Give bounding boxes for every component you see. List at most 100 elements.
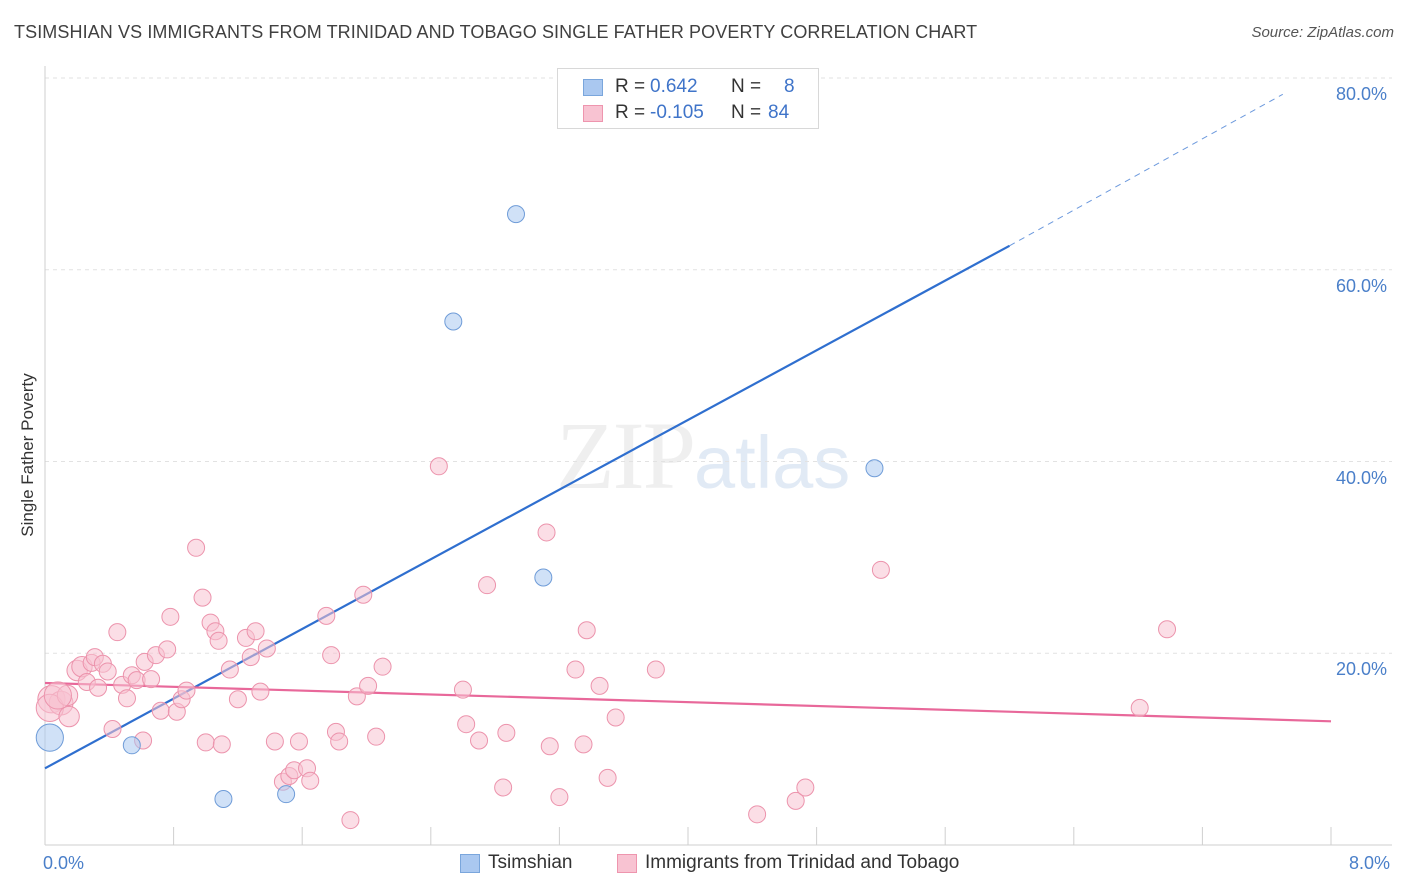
legend-label: Immigrants from Trinidad and Tobago — [645, 852, 960, 873]
data-point-trinidad — [289, 732, 308, 751]
data-point-trinidad — [117, 689, 136, 708]
data-point-trinidad — [220, 660, 239, 679]
data-point-trinidad — [453, 680, 472, 699]
data-point-trinidad — [228, 690, 247, 709]
y-tick-label: 60.0% — [1336, 275, 1388, 296]
data-point-trinidad — [177, 681, 196, 700]
data-point-trinidad — [748, 805, 767, 824]
data-point-trinidad — [108, 623, 127, 642]
data-point-trinidad — [373, 657, 392, 676]
y-tick-label: 40.0% — [1336, 467, 1388, 488]
data-point-tsimshian — [122, 736, 141, 755]
data-point-trinidad — [257, 639, 276, 658]
data-point-trinidad — [330, 732, 349, 751]
stats-r-value: -0.105 — [650, 102, 704, 123]
stats-n-value: 8 — [784, 76, 795, 97]
data-point-trinidad — [1158, 620, 1177, 639]
stats-row-trinidad: R = -0.105 N = 84 — [558, 101, 818, 127]
data-point-trinidad — [646, 660, 665, 679]
y-tick-label: 20.0% — [1336, 659, 1388, 680]
data-point-trinidad — [209, 631, 228, 650]
data-point-trinidad — [89, 678, 108, 697]
stats-n-label: N = — [731, 76, 762, 97]
data-point-trinidad — [606, 708, 625, 727]
data-point-trinidad — [251, 682, 270, 701]
stats-swatch-tsimshian — [583, 79, 603, 96]
data-point-trinidad — [574, 735, 593, 754]
data-point-trinidad — [98, 662, 117, 681]
data-point-trinidad — [497, 723, 516, 742]
data-point-tsimshian — [506, 205, 525, 224]
data-point-tsimshian — [534, 568, 553, 587]
stats-row-tsimshian: R = 0.642 N = 8 — [558, 75, 818, 101]
data-point-trinidad — [590, 676, 609, 695]
trend-line-extension — [1009, 93, 1284, 247]
data-point-trinidad — [796, 778, 815, 797]
data-point-tsimshian — [444, 312, 463, 331]
data-point-trinidad — [193, 588, 212, 607]
data-point-trinidad — [540, 737, 559, 756]
legend-swatch-trinidad — [617, 854, 637, 873]
stats-r-label: R = — [615, 76, 646, 97]
points-layer — [35, 205, 1177, 830]
data-point-trinidad — [537, 523, 556, 542]
data-point-trinidad — [494, 778, 513, 797]
data-point-trinidad — [470, 731, 489, 750]
data-point-trinidad — [301, 771, 320, 790]
data-point-trinidad — [871, 560, 890, 579]
data-point-trinidad — [246, 622, 265, 641]
data-point-trinidad — [457, 715, 476, 734]
data-point-trinidad — [598, 768, 617, 787]
data-point-trinidad — [241, 648, 260, 667]
data-point-trinidad — [58, 705, 80, 728]
watermark-zip: ZIP — [556, 402, 696, 509]
trend-line-tsimshian — [44, 244, 1011, 770]
data-point-trinidad — [317, 606, 336, 625]
stats-swatch-trinidad — [583, 105, 603, 122]
data-point-trinidad — [367, 727, 386, 746]
legend-item-tsimshian[interactable]: Tsimshian — [460, 851, 600, 877]
x-tick-label-max: 8.0% — [1349, 853, 1391, 873]
watermark-atlas: atlas — [694, 421, 851, 504]
legend-label: Tsimshian — [488, 852, 573, 873]
data-point-trinidad — [161, 607, 180, 626]
stats-n-label: N = — [731, 102, 762, 123]
data-point-trinidad — [265, 732, 284, 751]
watermark: ZIPatlas — [556, 400, 850, 511]
data-point-trinidad — [354, 585, 373, 604]
grid-layer — [45, 77, 1392, 654]
data-point-trinidad — [142, 670, 161, 689]
legend-item-trinidad[interactable]: Immigrants from Trinidad and Tobago — [617, 851, 997, 877]
data-point-trinidad — [566, 660, 585, 679]
x-tick-label-min: 0.0% — [43, 853, 85, 873]
y-tick-label: 80.0% — [1336, 84, 1388, 104]
stats-r-value: 0.642 — [650, 76, 698, 97]
stats-r-label: R = — [615, 102, 646, 123]
data-point-trinidad — [786, 791, 805, 810]
data-point-tsimshian — [214, 789, 233, 808]
chart-source: Source: ZipAtlas.com — [1251, 24, 1394, 41]
data-point-trinidad — [196, 733, 215, 752]
data-point-tsimshian — [277, 785, 296, 804]
axes-layer — [44, 66, 1392, 846]
legend-swatch-tsimshian — [460, 854, 480, 873]
data-point-trinidad — [347, 687, 366, 706]
chart-title: TSIMSHIAN VS IMMIGRANTS FROM TRINIDAD AN… — [14, 22, 978, 42]
stats-box: R = 0.642 N = 8 R = -0.105 N = 84 — [557, 68, 819, 129]
data-point-trinidad — [550, 788, 569, 807]
data-point-trinidad — [103, 719, 122, 738]
y-axis-label: Single Father Poverty — [18, 373, 37, 537]
data-point-trinidad — [158, 640, 177, 659]
data-point-tsimshian — [865, 459, 884, 478]
data-point-trinidad — [359, 676, 378, 695]
data-point-trinidad — [151, 701, 170, 720]
data-point-trinidad — [43, 681, 72, 710]
data-point-trinidad — [341, 811, 360, 830]
data-point-trinidad — [1130, 698, 1149, 717]
data-point-trinidad — [187, 538, 206, 557]
stats-n-value: 84 — [768, 102, 790, 123]
data-point-trinidad — [322, 646, 341, 665]
data-point-trinidad — [577, 621, 596, 640]
data-point-trinidad — [212, 735, 231, 754]
